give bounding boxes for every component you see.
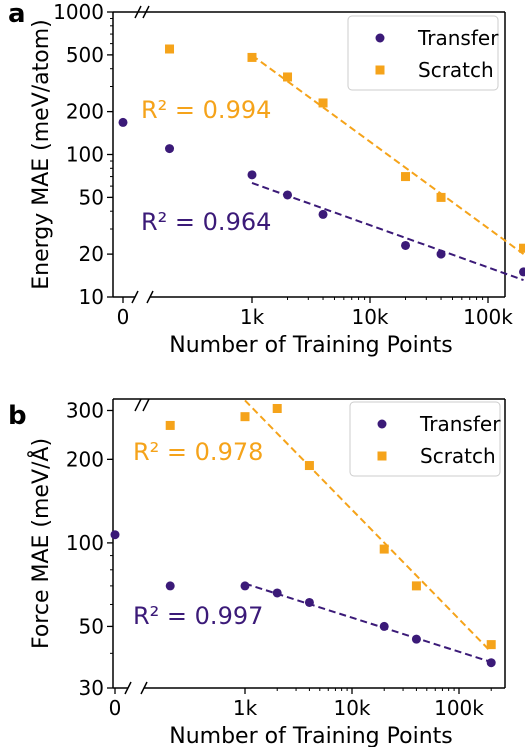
r2-annotation-scratch: R² = 0.978 xyxy=(133,438,263,466)
y-tick-label: 50 xyxy=(79,185,104,209)
top-break-mark xyxy=(142,5,150,19)
data-point-scratch xyxy=(240,412,250,422)
data-point-scratch xyxy=(401,172,411,182)
series-transfer: R² = 0.964 xyxy=(118,117,525,282)
data-point-transfer xyxy=(411,634,421,644)
panel-a: a 10 20 50 100 200 500 1000 0 1k 10k 100k Number of … xyxy=(8,0,525,358)
legend-box xyxy=(349,401,501,477)
series-scratch: R² = 0.994 xyxy=(141,44,525,255)
x-tick-label: 100k xyxy=(434,696,484,720)
x-break-mark xyxy=(146,290,154,304)
r2-annotation-transfer: R² = 0.964 xyxy=(141,208,271,236)
fit-line-scratch xyxy=(244,399,492,653)
top-break-mark xyxy=(134,5,142,19)
data-point-scratch xyxy=(318,98,328,108)
data-point-scratch xyxy=(304,461,314,471)
x-break-mark xyxy=(140,681,148,695)
y-tick-label: 50 xyxy=(79,614,104,638)
data-point-transfer xyxy=(240,581,250,591)
legend-marker-scratch xyxy=(375,65,385,75)
x-axis-label: Number of Training Points xyxy=(169,724,452,747)
data-point-transfer xyxy=(165,581,175,591)
data-point-scratch xyxy=(486,640,496,650)
y-tick-label: 100 xyxy=(66,143,104,167)
legend-label-scratch: Scratch xyxy=(418,58,494,82)
data-point-transfer xyxy=(304,597,314,607)
x-tick-label: 1k xyxy=(240,305,265,329)
data-point-scratch xyxy=(519,243,525,253)
panel-label: a xyxy=(8,0,26,29)
data-point-transfer xyxy=(165,144,175,154)
x-tick-label: 0 xyxy=(117,305,130,329)
legend: Transfer Scratch xyxy=(349,401,501,477)
data-point-scratch xyxy=(379,544,389,554)
data-point-transfer xyxy=(519,267,525,277)
legend-box xyxy=(347,15,499,91)
r2-annotation-scratch: R² = 0.994 xyxy=(141,96,271,124)
x-break-mark xyxy=(131,290,139,304)
y-axis-label: Energy MAE (meV/atom) xyxy=(29,19,54,290)
legend-marker-transfer xyxy=(375,33,385,43)
data-point-scratch xyxy=(165,44,175,54)
legend-label-transfer: Transfer xyxy=(419,412,501,436)
data-point-scratch xyxy=(436,192,446,202)
legend-label-transfer: Transfer xyxy=(417,26,499,50)
x-tick-label: 10k xyxy=(351,305,388,329)
data-point-transfer xyxy=(247,170,257,180)
data-point-zero-transfer xyxy=(110,530,120,540)
y-tick-label: 200 xyxy=(66,100,104,124)
legend-marker-transfer xyxy=(377,419,387,429)
y-tick-label: 20 xyxy=(79,242,104,266)
legend: Transfer Scratch xyxy=(347,15,499,91)
panel-b: b 30 50 100 200 300 0 1k 10k 100k Number of Traini… xyxy=(8,398,506,747)
data-point-transfer xyxy=(318,209,328,219)
legend-marker-scratch xyxy=(377,451,387,461)
top-break-mark xyxy=(142,398,150,412)
data-point-transfer xyxy=(379,621,389,631)
x-tick-label: 100k xyxy=(463,305,513,329)
y-axis-label: Force MAE (meV/Å) xyxy=(27,438,54,649)
y-tick-label: 100 xyxy=(66,531,104,555)
y-tick-label: 300 xyxy=(66,398,104,422)
panel-label: b xyxy=(8,401,27,431)
y-tick-label: 500 xyxy=(66,43,104,67)
y-tick-label: 10 xyxy=(79,285,104,309)
data-point-scratch xyxy=(283,72,293,82)
fit-line-scratch xyxy=(251,54,525,255)
data-point-transfer xyxy=(486,658,496,668)
fit-line-transfer xyxy=(244,582,492,663)
data-point-scratch xyxy=(411,581,421,591)
data-point-transfer xyxy=(436,249,446,259)
top-break-mark xyxy=(134,398,142,412)
series-transfer: R² = 0.997 xyxy=(110,530,496,668)
series-scratch: R² = 0.978 xyxy=(133,399,496,653)
fit-line-transfer xyxy=(251,182,524,282)
data-point-scratch xyxy=(247,52,257,62)
x-tick-label: 0 xyxy=(109,696,122,720)
x-tick-label: 1k xyxy=(233,696,258,720)
legend-label-scratch: Scratch xyxy=(420,444,496,468)
y-tick-label: 30 xyxy=(79,676,104,700)
data-point-transfer xyxy=(272,588,282,598)
y-tick-label: 200 xyxy=(66,447,104,471)
data-point-scratch xyxy=(165,420,175,430)
x-break-mark xyxy=(124,681,132,695)
y-tick-label: 1000 xyxy=(53,0,104,24)
data-point-zero-transfer xyxy=(118,117,128,127)
x-tick-label: 10k xyxy=(333,696,370,720)
x-axis-label: Number of Training Points xyxy=(169,333,452,358)
data-point-transfer xyxy=(401,240,411,250)
data-point-transfer xyxy=(283,190,293,200)
r2-annotation-transfer: R² = 0.997 xyxy=(133,602,263,630)
data-point-scratch xyxy=(272,403,282,413)
